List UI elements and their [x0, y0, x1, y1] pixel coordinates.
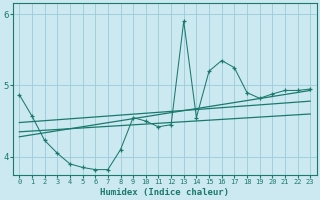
X-axis label: Humidex (Indice chaleur): Humidex (Indice chaleur) — [100, 188, 229, 197]
